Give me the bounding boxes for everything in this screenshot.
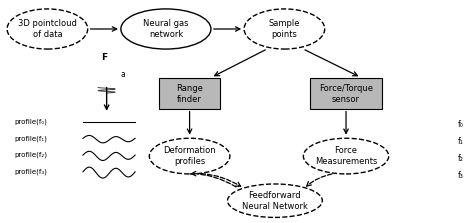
Text: 3D pointcloud
of data: 3D pointcloud of data [18, 19, 77, 39]
Text: Force/Torque
sensor: Force/Torque sensor [319, 84, 373, 104]
Text: f₀: f₀ [457, 120, 463, 129]
Text: f₃: f₃ [457, 171, 463, 180]
Text: profile(f₁): profile(f₁) [14, 135, 47, 142]
Text: profile(f₂): profile(f₂) [14, 152, 47, 158]
Text: profile(f₃): profile(f₃) [14, 168, 47, 175]
Text: a: a [121, 70, 126, 79]
Text: profile(f₀): profile(f₀) [14, 118, 47, 125]
Text: f₂: f₂ [457, 154, 463, 163]
Ellipse shape [7, 9, 88, 49]
Text: f₁: f₁ [457, 137, 463, 146]
Text: Sample
points: Sample points [269, 19, 300, 39]
Text: Range
finder: Range finder [176, 84, 203, 104]
FancyBboxPatch shape [159, 78, 220, 109]
Text: Force
Measurements: Force Measurements [315, 146, 377, 166]
Text: Feedforward
Neural Network: Feedforward Neural Network [242, 191, 308, 211]
Ellipse shape [303, 138, 389, 174]
FancyBboxPatch shape [310, 78, 382, 109]
Text: Deformation
profiles: Deformation profiles [163, 146, 216, 166]
Ellipse shape [121, 9, 211, 49]
Ellipse shape [149, 138, 230, 174]
Text: F: F [101, 54, 107, 62]
Ellipse shape [244, 9, 325, 49]
Ellipse shape [228, 184, 322, 217]
Text: Neural gas
network: Neural gas network [143, 19, 189, 39]
